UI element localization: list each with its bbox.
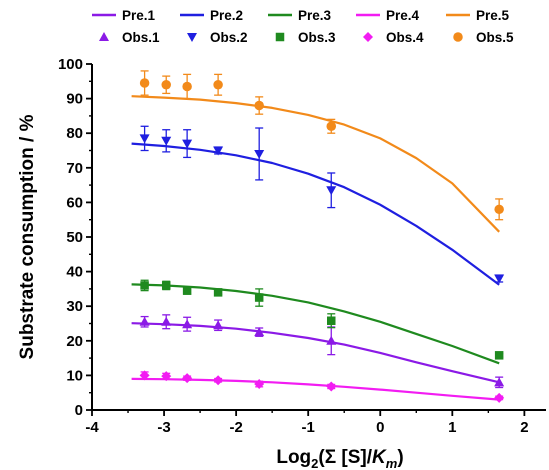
y-tick-label-60: 60: [66, 194, 83, 211]
series-line-pre5: [131, 95, 500, 233]
data-point-obs5-0: [139, 78, 150, 88]
y-tick-label-70: 70: [66, 160, 83, 177]
y-axis-title: Substrate consumption / %: [17, 114, 38, 359]
axes: 0 10 20 30 40 50 60 70 80 90 100 -4 -3 -2 -1 0 1 2: [58, 56, 546, 436]
data-point-obs1-4: [254, 327, 265, 337]
data-point-obs2-1: [161, 136, 172, 146]
x-tick-label--1: -1: [302, 419, 315, 436]
y-tick-label-30: 30: [66, 298, 83, 315]
x-axis-title-italic-sub: m: [386, 456, 398, 470]
plot-area: [131, 70, 505, 403]
legend: Pre.1 Pre.2 Pre.3 Pre.4 Pre.5 Obs.1 Obs.2 Obs.3…: [92, 8, 514, 45]
x-axis-title: Log2(Σ [S]/Km): [276, 447, 403, 470]
data-point-obs4-2: [182, 373, 193, 384]
data-point-obs5-2: [182, 81, 192, 92]
x-axis-title-middle: (Σ [S]/: [318, 447, 372, 468]
legend-label-pre3: Pre.3: [298, 8, 332, 23]
data-point-obs3-5: [327, 316, 336, 325]
y-tick-label-90: 90: [66, 91, 83, 108]
y-tick-label-50: 50: [66, 229, 83, 246]
legend-marker-obs4: [363, 32, 373, 42]
x-axis-title-prefix: Log: [276, 447, 311, 468]
data-point-obs4-5: [326, 381, 337, 392]
data-point-obs2-2: [182, 139, 193, 149]
data-point-obs4-0: [139, 370, 150, 381]
series-line-pre1: [131, 322, 500, 384]
data-point-obs5-4: [254, 100, 264, 111]
series-line-pre2: [131, 142, 500, 286]
x-tick-label-2: 2: [520, 419, 528, 436]
y-tick-label-20: 20: [66, 333, 83, 350]
x-axis-title-suffix: ): [397, 447, 403, 468]
data-point-obs1-6: [494, 377, 505, 387]
data-point-obs4-4: [254, 379, 265, 390]
data-point-obs1-5: [326, 335, 337, 345]
legend-label-obs2: Obs.2: [210, 30, 248, 45]
legend-label-obs5: Obs.5: [476, 30, 514, 45]
data-point-obs3-0: [140, 281, 149, 290]
x-axis-title-sub: 2: [311, 456, 318, 470]
data-point-obs3-3: [213, 288, 223, 297]
legend-label-obs1: Obs.1: [122, 30, 160, 45]
x-tick-label--3: -3: [157, 419, 170, 436]
data-point-obs5-6: [494, 204, 504, 215]
y-tick-label-0: 0: [75, 402, 83, 419]
data-point-obs4-1: [161, 371, 172, 382]
data-point-obs3-4: [254, 293, 264, 302]
legend-marker-obs1: [99, 32, 109, 41]
data-point-obs2-0: [139, 134, 150, 144]
data-point-obs1-3: [213, 320, 224, 330]
data-point-obs2-4: [254, 149, 265, 159]
y-tick-label-100: 100: [58, 56, 83, 73]
data-point-obs4-3: [213, 375, 224, 386]
data-point-obs2-6: [494, 274, 505, 284]
data-point-obs3-2: [182, 286, 192, 295]
data-point-obs3-6: [494, 351, 504, 360]
y-tick-label-80: 80: [66, 125, 83, 142]
x-tick-label--4: -4: [85, 419, 99, 436]
legend-label-pre5: Pre.5: [476, 8, 510, 23]
x-tick-label-0: 0: [376, 419, 384, 436]
data-point-obs4-6: [494, 392, 505, 403]
data-point-obs2-5: [326, 186, 337, 196]
data-point-obs1-2: [182, 319, 193, 329]
data-point-obs5-3: [213, 80, 223, 90]
legend-label-pre4: Pre.4: [386, 8, 420, 23]
data-point-obs1-0: [139, 316, 150, 326]
legend-label-obs3: Obs.3: [298, 30, 336, 45]
data-point-obs3-1: [161, 281, 171, 290]
x-tick-label--2: -2: [229, 419, 242, 436]
data-point-obs5-5: [326, 121, 337, 132]
y-tick-label-10: 10: [66, 367, 83, 384]
legend-marker-obs2: [187, 33, 197, 42]
x-tick-label-1: 1: [448, 419, 456, 436]
y-tick-label-40: 40: [66, 264, 83, 281]
legend-marker-obs5: [453, 32, 463, 42]
legend-label-pre1: Pre.1: [122, 8, 156, 23]
data-point-obs2-3: [213, 146, 224, 156]
data-point-obs1-1: [161, 316, 172, 326]
legend-label-pre2: Pre.2: [210, 8, 243, 23]
legend-label-obs4: Obs.4: [386, 30, 424, 45]
legend-marker-obs3: [275, 32, 285, 42]
data-point-obs5-1: [161, 80, 171, 90]
x-axis-title-italic: K: [372, 447, 387, 468]
